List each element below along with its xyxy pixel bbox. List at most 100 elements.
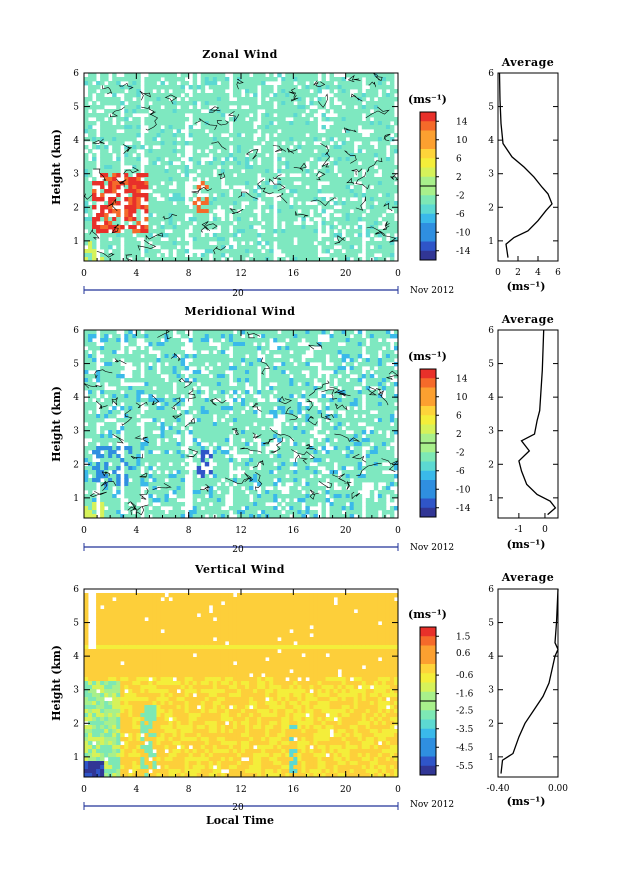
zonal-wind-cell [165,145,169,149]
meridional-wind-cell [193,390,197,394]
meridional-wind-cell [152,330,156,334]
meridional-wind-cell [197,446,201,450]
meridional-wind-cell [245,482,249,486]
zonal-wind-cell [128,73,132,77]
zonal-wind-cell [136,253,140,257]
zonal-wind-cell [370,157,374,161]
zonal-wind-cell [293,125,297,129]
meridional-wind-cell [237,462,241,466]
meridional-wind-cell [189,450,193,454]
meridional-wind-cell [201,510,205,514]
zonal-wind-cell [313,185,317,189]
zonal-wind-cell [221,233,225,237]
zonal-wind-cell [177,229,181,233]
zonal-wind-cell [277,185,281,189]
zonal-wind-cell [148,97,152,101]
zonal-wind-cell [378,245,382,249]
zonal-wind-cell [378,81,382,85]
meridional-wind-cell [221,342,225,346]
zonal-wind-cell [338,229,342,233]
zonal-wind-cell [309,253,313,257]
zonal-wind-cell [100,137,104,141]
zonal-wind-cell [152,77,156,81]
zonal-wind-cell [326,81,330,85]
meridional-wind-cell [293,330,297,334]
meridional-wind-cell [165,406,169,410]
zonal-wind-cell [201,77,205,81]
meridional-wind-cell [152,478,156,482]
meridional-wind-cell [217,458,221,462]
meridional-wind-cell [221,454,225,458]
zonal-wind-cell [205,197,209,201]
zonal-wind-cell [289,225,293,229]
zonal-wind-cell [128,161,132,165]
meridional-wind-cell [237,406,241,410]
zonal-wind-cell [338,201,342,205]
zonal-wind-cell [253,241,257,245]
zonal-wind-cell [241,253,245,257]
meridional-wind-cell [217,510,221,514]
zonal-wind-cell [322,241,326,245]
meridional-wind-cell [116,498,120,502]
zonal-wind-cell [92,201,96,205]
meridional-wind-cell [197,510,201,514]
zonal-wind-cell [108,209,112,213]
meridional-wind-cell [265,398,269,402]
meridional-wind-cell [100,346,104,350]
meridional-wind-cell [197,386,201,390]
zonal-wind-cell [338,105,342,109]
zonal-wind-cell [245,101,249,105]
meridional-wind-cell [100,446,104,450]
zonal-wind-cell [301,221,305,225]
meridional-wind-cell [277,338,281,342]
zonal-wind-cell [160,121,164,125]
zonal-wind-cell [92,105,96,109]
zonal-wind-cell [185,105,189,109]
zonal-wind-cell [358,133,362,137]
zonal-wind-cell [350,245,354,249]
zonal-wind-cell [285,165,289,169]
zonal-wind-cell [301,253,305,257]
meridional-wind-cell [84,362,88,366]
zonal-wind-cell [346,101,350,105]
zonal-wind-colorbar-swatch [420,121,436,131]
meridional-wind-cell [100,414,104,418]
zonal-wind-cell [225,197,229,201]
meridional-wind-cell [221,370,225,374]
zonal-wind-cell [193,85,197,89]
zonal-wind-cell [132,237,136,241]
zonal-wind-cell [116,193,120,197]
zonal-wind-cell [108,169,112,173]
meridional-wind-cell [104,498,108,502]
meridional-wind-cell [293,402,297,406]
meridional-wind-cell [297,358,301,362]
zonal-wind-cell [193,89,197,93]
zonal-wind-cell [293,157,297,161]
meridional-wind-cell [233,418,237,422]
meridional-wind-cell [273,506,277,510]
meridional-wind-cell [297,366,301,370]
zonal-wind-cell [209,117,213,121]
meridional-wind-cell [217,502,221,506]
zonal-wind-cell [362,217,366,221]
zonal-wind-cell [217,73,221,77]
zonal-wind-cell [374,101,378,105]
zonal-wind-cell [358,73,362,77]
meridional-wind-cell [273,486,277,490]
meridional-wind-cell [132,418,136,422]
meridional-wind-cell [209,350,213,354]
meridional-wind-cell [84,354,88,358]
zonal-wind-cell [148,181,152,185]
meridional-wind-cell [281,406,285,410]
meridional-wind-cell [88,458,92,462]
zonal-wind-cell [84,189,88,193]
zonal-wind-cell [285,221,289,225]
meridional-wind-cell [165,422,169,426]
zonal-wind-cell [193,201,197,205]
zonal-wind-cell [124,153,128,157]
meridional-wind-cell [237,438,241,442]
zonal-wind-cell [185,177,189,181]
meridional-wind-cell [144,398,148,402]
meridional-wind-cell [245,430,249,434]
meridional-wind-cell [197,482,201,486]
